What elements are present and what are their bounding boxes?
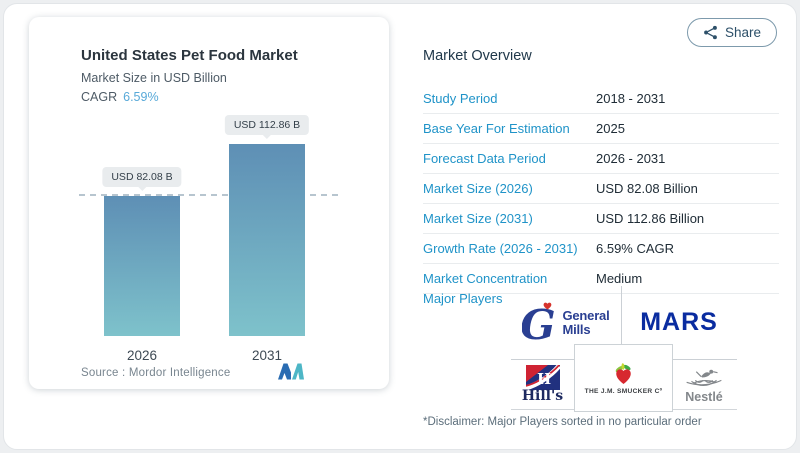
chart-card: United States Pet Food Market Market Siz… bbox=[29, 17, 389, 389]
bar-2026 bbox=[104, 196, 180, 336]
x-tick-2026: 2026 bbox=[126, 348, 158, 363]
overview-row-forecast-period: Forecast Data Period 2026 - 2031 bbox=[423, 144, 779, 174]
nestle-nest-icon bbox=[686, 369, 722, 387]
chart-cagr-line: CAGR 6.59% bbox=[81, 90, 159, 104]
overview-row-base-year: Base Year For Estimation 2025 bbox=[423, 114, 779, 144]
row-value: 2018 - 2031 bbox=[596, 91, 666, 106]
nestle-logo: Nestlé bbox=[671, 359, 737, 409]
row-label: Market Size (2026) bbox=[423, 181, 533, 196]
row-label: Study Period bbox=[423, 91, 498, 106]
x-tick-2031: 2031 bbox=[251, 348, 283, 363]
overview-row-study-period: Study Period 2018 - 2031 bbox=[423, 84, 779, 114]
row-label: Base Year For Estimation bbox=[423, 121, 570, 136]
row-value: 2025 bbox=[596, 121, 625, 136]
overview-row-market-size-2026: Market Size (2026) USD 82.08 Billion bbox=[423, 174, 779, 204]
overview-title: Market Overview bbox=[423, 48, 532, 64]
row-value: 6.59% CAGR bbox=[596, 241, 675, 256]
market-overview-panel: Market Overview Study Period 2018 - 2031… bbox=[423, 4, 779, 449]
overview-row-market-size-2031: Market Size (2031) USD 112.86 Billion bbox=[423, 204, 779, 234]
row-label: Market Concentration bbox=[423, 271, 548, 286]
hills-logo: H Hill's bbox=[511, 359, 574, 409]
bar-value-label-2026: USD 82.08 B bbox=[102, 167, 182, 188]
overview-row-market-concentration: Market Concentration Medium bbox=[423, 264, 779, 294]
svg-text:G: G bbox=[522, 300, 556, 346]
chart-subtitle: Market Size in USD Billion bbox=[81, 71, 227, 85]
smucker-wordmark: THE J.M. SMUCKER Cº bbox=[584, 387, 663, 395]
share-button[interactable]: Share bbox=[686, 18, 777, 47]
overview-table: Study Period 2018 - 2031 Base Year For E… bbox=[423, 84, 779, 294]
mordor-intelligence-logo-icon bbox=[278, 363, 304, 380]
smucker-strawberry-icon bbox=[615, 362, 631, 384]
row-value: Medium bbox=[596, 271, 643, 286]
nestle-wordmark: Nestlé bbox=[685, 390, 723, 404]
overview-row-growth-rate: Growth Rate (2026 - 2031) 6.59% CAGR bbox=[423, 234, 779, 264]
hills-wordmark: Hill's bbox=[521, 387, 564, 404]
bar-value-label-2031: USD 112.86 B bbox=[224, 115, 310, 135]
row-value: 2026 - 2031 bbox=[596, 151, 666, 166]
source-label: Source : bbox=[81, 367, 126, 379]
bar-2031 bbox=[229, 144, 305, 336]
bar-chart: USD 82.08 B USD 112.86 B 2026 2031 bbox=[29, 17, 389, 389]
major-players-grid: G General Mills MARS bbox=[511, 286, 737, 412]
row-value: USD 112.86 Billion bbox=[596, 211, 705, 226]
cagr-label: CAGR bbox=[81, 90, 118, 104]
source-row: Source : Mordor Intelligence bbox=[81, 367, 230, 379]
general-mills-wordmark: General Mills bbox=[562, 308, 610, 337]
general-mills-logo: G General Mills bbox=[511, 286, 621, 359]
cagr-value: 6.59% bbox=[123, 90, 159, 104]
reference-dashed-line bbox=[79, 194, 339, 197]
svg-text:H: H bbox=[537, 370, 551, 388]
hills-emblem-icon: H bbox=[525, 364, 560, 390]
jm-smucker-logo: THE J.M. SMUCKER Cº bbox=[574, 344, 673, 412]
row-label: Market Size (2031) bbox=[423, 211, 533, 226]
grid-vertical-divider bbox=[621, 286, 622, 359]
general-mills-monogram-icon: G bbox=[522, 300, 556, 346]
source-name: Mordor Intelligence bbox=[128, 367, 231, 379]
main-card: Share United States Pet Food Market Mark… bbox=[3, 3, 797, 450]
mars-logo: MARS bbox=[640, 308, 718, 336]
row-label: Growth Rate (2026 - 2031) bbox=[423, 241, 578, 256]
row-value: USD 82.08 Billion bbox=[596, 181, 698, 196]
share-label: Share bbox=[724, 25, 761, 40]
chart-title: United States Pet Food Market bbox=[81, 47, 298, 64]
major-players-label: Major Players bbox=[423, 291, 503, 306]
share-icon bbox=[704, 25, 717, 40]
row-label: Forecast Data Period bbox=[423, 151, 546, 166]
disclaimer-text: *Disclaimer: Major Players sorted in no … bbox=[423, 416, 702, 428]
heart-icon bbox=[544, 302, 552, 309]
